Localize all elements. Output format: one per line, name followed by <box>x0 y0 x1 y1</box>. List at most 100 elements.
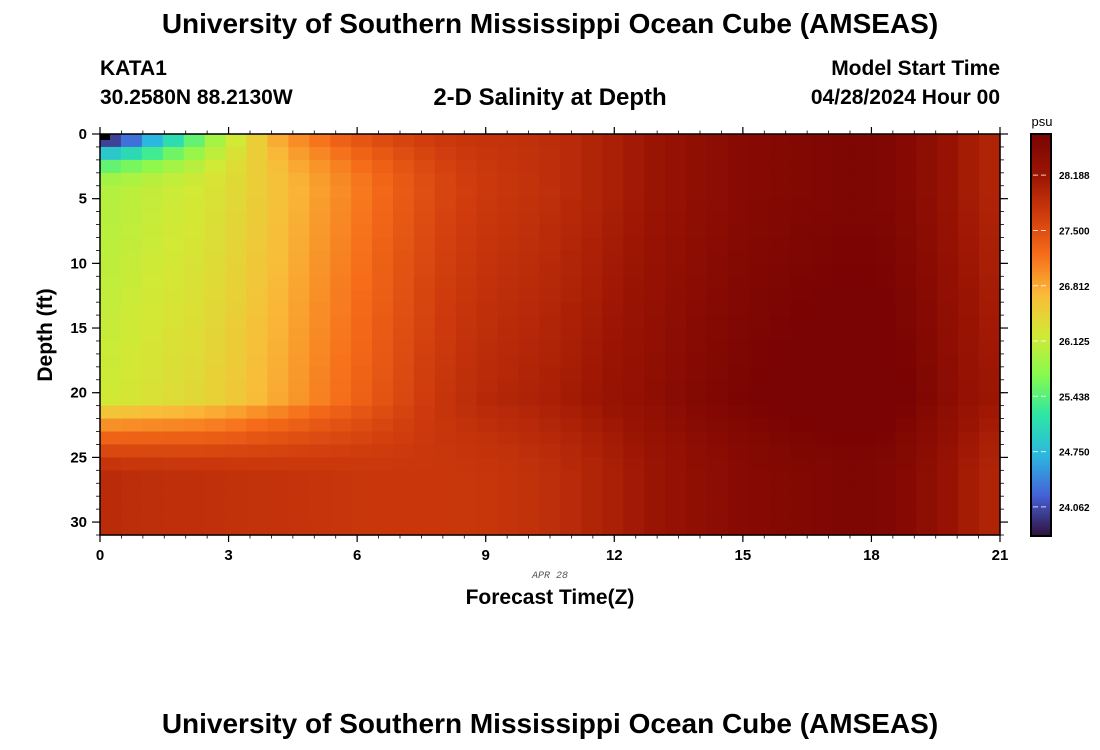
heatmap-cell <box>623 444 645 458</box>
heatmap-cell <box>518 237 541 252</box>
heatmap-cell <box>727 263 750 277</box>
heatmap-cell <box>455 172 478 187</box>
heatmap-cell <box>267 146 289 161</box>
heatmap-cell <box>393 211 415 226</box>
heatmap-cell <box>330 418 352 433</box>
heatmap-cell <box>141 328 164 342</box>
heatmap-cell <box>874 418 896 433</box>
heatmap-cell <box>476 211 499 226</box>
heatmap-cell <box>100 146 122 161</box>
heatmap-cell <box>748 496 771 510</box>
heatmap-cell <box>958 379 980 394</box>
heatmap-cell <box>895 470 917 484</box>
heatmap-cell <box>958 224 980 239</box>
heatmap-cell <box>895 405 917 420</box>
heatmap-cell <box>162 172 185 187</box>
heatmap-cell <box>895 509 917 523</box>
heatmap-cell <box>623 470 645 484</box>
heatmap-cell <box>330 405 352 420</box>
heatmap-cell <box>141 444 164 458</box>
heatmap-cell <box>267 366 289 381</box>
heatmap-cell <box>330 211 352 226</box>
heatmap-cell <box>100 431 122 446</box>
heatmap-cell <box>560 263 582 277</box>
heatmap-cell <box>497 444 520 458</box>
heatmap-cell <box>895 302 917 316</box>
heatmap-cell <box>602 263 624 277</box>
heatmap-cell <box>895 353 917 368</box>
heatmap-cell <box>476 418 499 433</box>
heatmap-cell <box>916 366 938 381</box>
heatmap-cell <box>581 134 603 148</box>
heatmap-cell <box>288 431 310 446</box>
heatmap-cell <box>288 444 310 458</box>
heatmap-cell <box>288 457 310 471</box>
heatmap-cell <box>204 159 227 174</box>
heatmap-cell <box>581 392 603 407</box>
heatmap-cell <box>581 328 603 342</box>
heatmap-cell <box>120 353 143 368</box>
heatmap-cell <box>100 185 122 200</box>
heatmap-cell <box>225 276 248 290</box>
heatmap-cell <box>497 237 520 252</box>
heatmap-cell <box>309 457 331 471</box>
heatmap-cell <box>455 289 478 303</box>
heatmap-cell <box>476 276 499 290</box>
heatmap-cell <box>476 379 499 394</box>
heatmap-cell <box>853 185 876 200</box>
heatmap-cell <box>246 509 269 523</box>
heatmap-cell <box>288 353 310 368</box>
heatmap-cell <box>225 224 248 239</box>
heatmap-cell <box>497 224 520 239</box>
heatmap-cell <box>204 146 227 161</box>
heatmap-cell <box>665 418 687 433</box>
heatmap-cell <box>665 470 687 484</box>
heatmap-cell <box>162 496 185 510</box>
heatmap-cell <box>267 418 289 433</box>
heatmap-cell <box>204 392 227 407</box>
x-tick-label: 6 <box>353 547 361 564</box>
heatmap-cell <box>434 237 457 252</box>
heatmap-cell <box>497 431 520 446</box>
heatmap-cell <box>413 159 436 174</box>
heatmap-cell <box>497 211 520 226</box>
heatmap-cell <box>874 237 896 252</box>
heatmap-cell <box>581 496 603 510</box>
y-tick-label: 20 <box>70 385 87 402</box>
heatmap-cell <box>769 340 792 355</box>
heatmap-cell <box>832 302 855 316</box>
heatmap-cell <box>560 224 582 239</box>
heatmap-cell <box>916 340 938 355</box>
heatmap-cell <box>706 405 729 420</box>
heatmap-cell <box>330 172 352 187</box>
heatmap-cell <box>937 263 959 277</box>
heatmap-cell <box>623 509 645 523</box>
heatmap-cell <box>581 159 603 174</box>
heatmap-cell <box>958 134 980 148</box>
heatmap-cell <box>204 134 227 148</box>
heatmap-cell <box>246 198 269 213</box>
heatmap-cell <box>623 418 645 433</box>
heatmap-cell <box>790 250 813 264</box>
heatmap-cell <box>769 146 792 161</box>
heatmap-cell <box>309 250 331 264</box>
heatmap-cell <box>246 470 269 484</box>
heatmap-cell <box>769 418 792 433</box>
heatmap-cell <box>351 483 373 497</box>
heatmap-cell <box>267 172 289 187</box>
heatmap-cell <box>958 198 980 213</box>
heatmap-cell <box>665 237 687 252</box>
heatmap-cell <box>141 237 164 252</box>
heatmap-cell <box>288 315 310 329</box>
heatmap-cell <box>665 379 687 394</box>
heatmap-cell <box>539 405 562 420</box>
heatmap-cell <box>665 522 687 536</box>
heatmap-cell <box>393 172 415 187</box>
heatmap-cell <box>372 302 394 316</box>
heatmap-cell <box>413 315 436 329</box>
heatmap-cell <box>267 405 289 420</box>
heatmap-cell <box>120 146 143 161</box>
heatmap-cell <box>706 366 729 381</box>
heatmap-cell <box>183 185 206 200</box>
heatmap-cell <box>413 457 436 471</box>
